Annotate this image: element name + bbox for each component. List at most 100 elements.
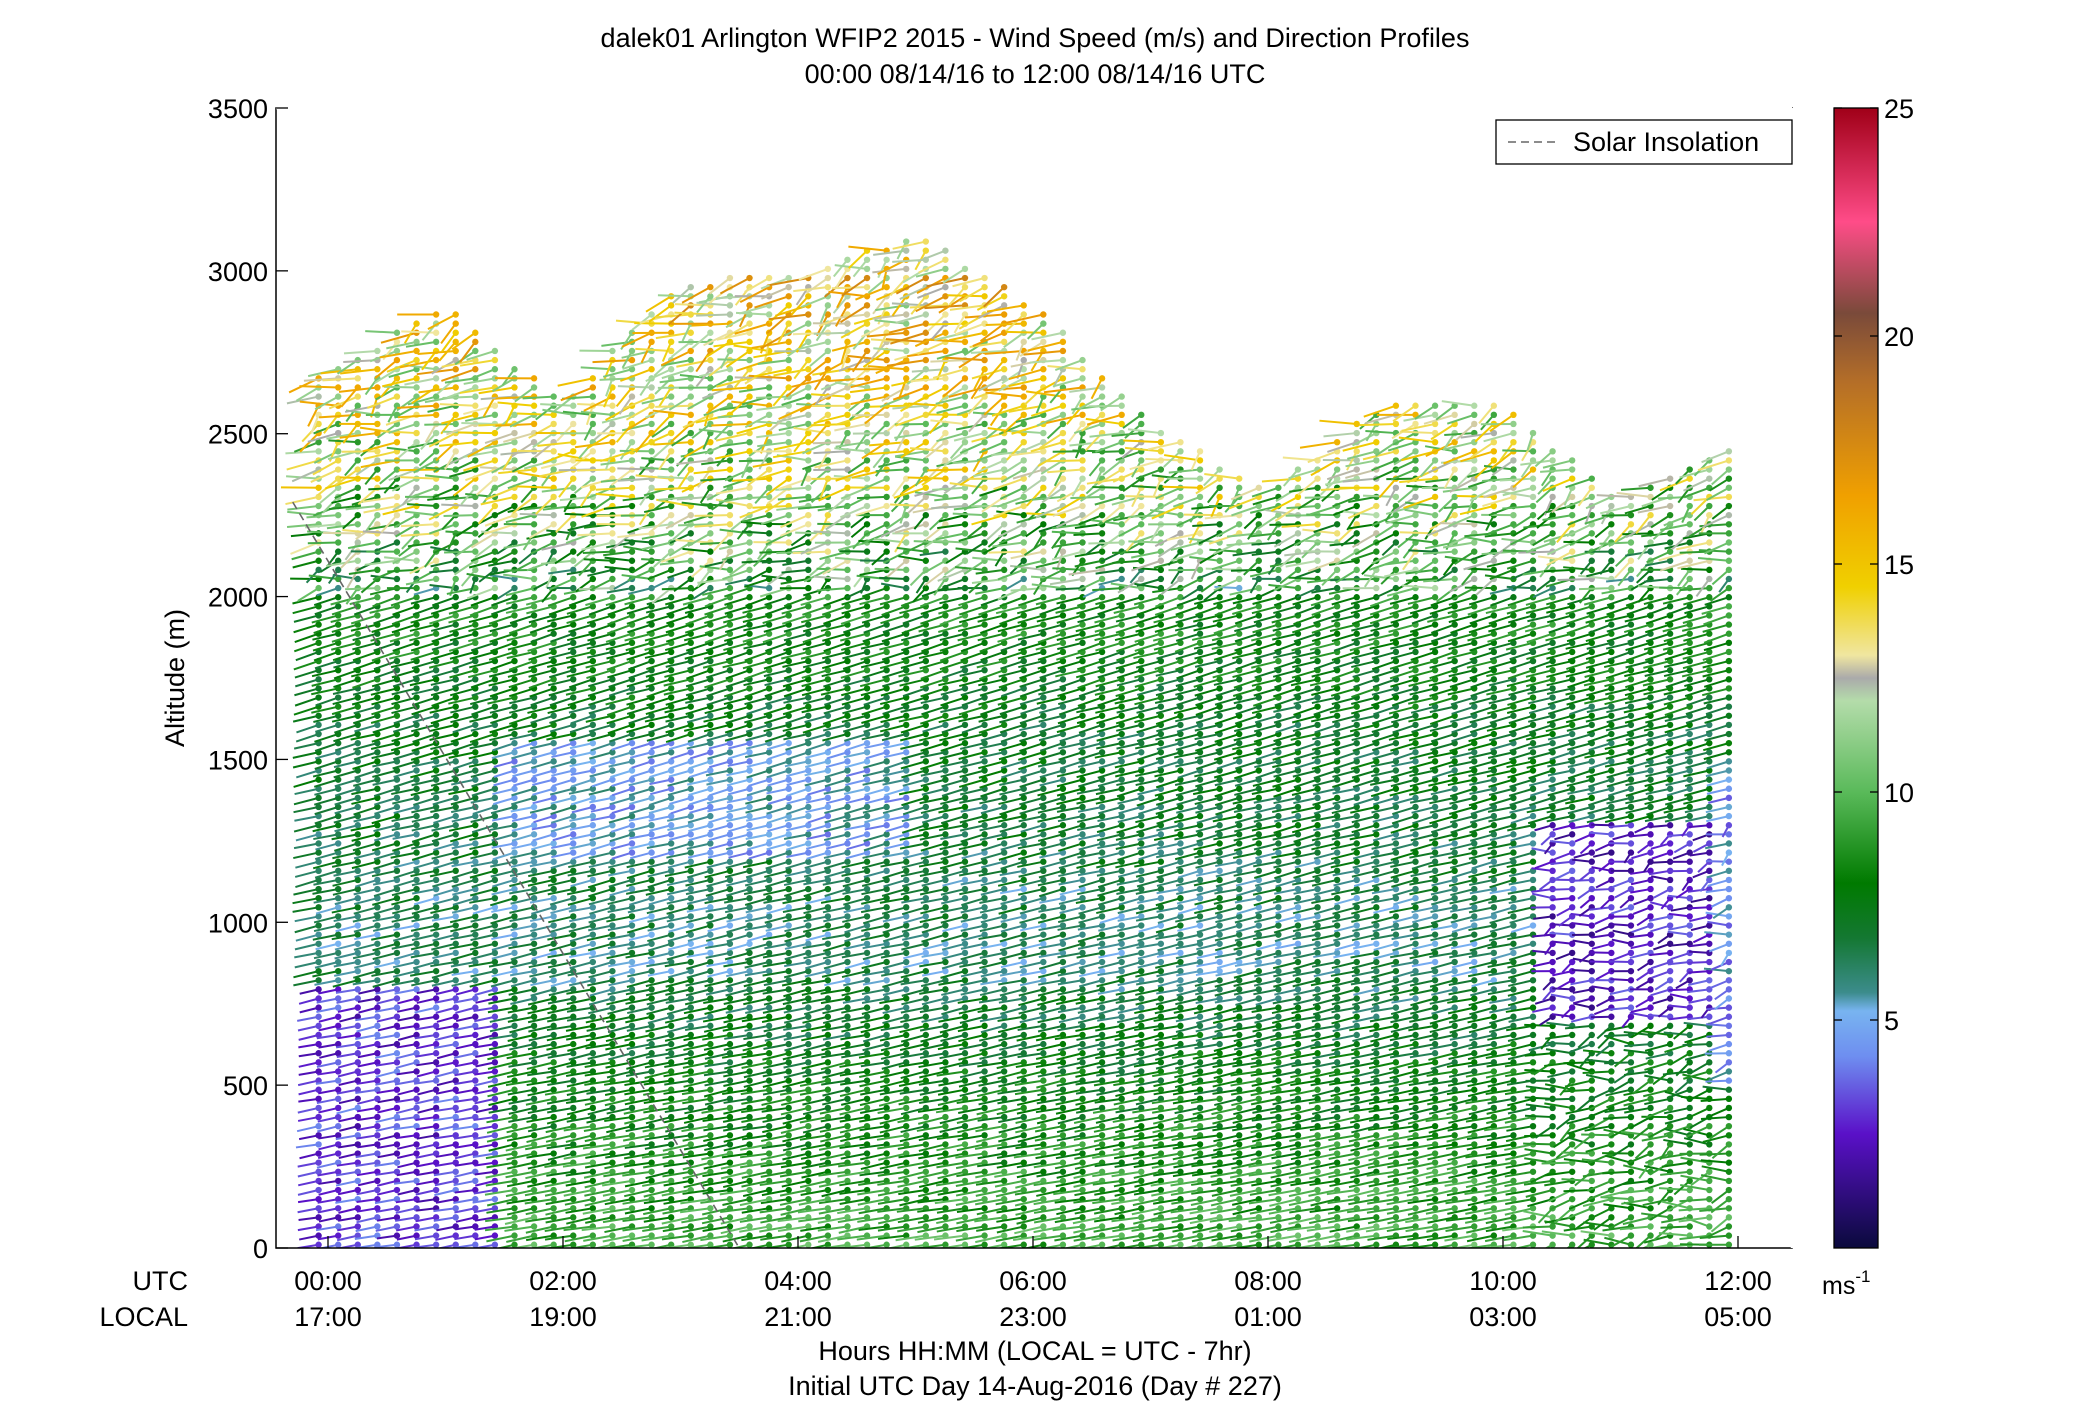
wind-barb-dot <box>707 594 714 601</box>
wind-barb-dot <box>511 366 518 373</box>
wind-barb-dot <box>413 831 420 838</box>
wind-barb-dot <box>530 749 538 756</box>
wind-barb <box>318 1043 339 1049</box>
wind-barb <box>372 951 398 961</box>
wind-barb <box>333 760 359 769</box>
wind-barb-dot <box>354 876 361 884</box>
wind-barb-dot <box>570 475 577 482</box>
wind-barb <box>382 377 417 388</box>
wind-barb-dot <box>550 511 557 519</box>
wind-barb-dot <box>334 840 342 847</box>
wind-barb-dot <box>530 849 538 856</box>
wind-barb-dot <box>570 1050 577 1057</box>
wind-barb-dot <box>570 1195 577 1203</box>
wind-barb-dot <box>570 876 577 884</box>
wind-barb <box>353 888 378 896</box>
wind-barb-dot <box>511 949 518 957</box>
wind-barb-dot <box>413 940 420 947</box>
wind-barb-dot <box>393 548 401 555</box>
wind-barb-dot <box>432 940 440 947</box>
wind-barb-dot <box>746 940 753 947</box>
wind-barb <box>334 796 359 806</box>
wind-barb-dot <box>334 429 342 437</box>
wind-barb <box>389 650 417 660</box>
wind-barb-dot <box>432 1241 440 1248</box>
wind-barb-dot <box>354 639 361 647</box>
wind-barb-dot <box>472 530 479 537</box>
wind-barb-dot <box>432 949 440 957</box>
wind-barb <box>313 714 339 724</box>
wind-barb-dot <box>374 502 381 510</box>
wind-barb-dot <box>765 1059 773 1066</box>
wind-barb-dot <box>550 1040 557 1048</box>
wind-barb-dot <box>315 1077 322 1084</box>
wind-barb <box>416 1207 437 1212</box>
wind-barb <box>317 1125 339 1133</box>
wind-barb-dot <box>785 511 792 519</box>
wind-barb-dot <box>452 721 459 729</box>
wind-barb <box>353 751 378 761</box>
wind-barb <box>675 539 711 544</box>
wind-barb <box>358 988 378 995</box>
wind-barb-dot <box>452 411 459 419</box>
wind-barb <box>364 514 379 533</box>
wind-barb-dot <box>687 1113 694 1121</box>
wind-barb-dot <box>334 995 342 1002</box>
wind-barb-dot <box>315 493 322 501</box>
wind-barb <box>356 1043 378 1050</box>
wind-barb-dot <box>472 338 479 346</box>
wind-barb-dot <box>707 767 714 774</box>
wind-barb-dot <box>609 530 616 537</box>
wind-barb <box>317 1116 339 1123</box>
wind-barb-dot <box>726 1059 734 1066</box>
wind-barb-dot <box>334 666 342 674</box>
wind-barb-dot <box>628 1095 636 1103</box>
wind-barb <box>397 441 418 459</box>
wind-barb-dot <box>746 1059 753 1066</box>
wind-barb <box>356 1216 378 1224</box>
wind-barb <box>394 1079 417 1086</box>
wind-barb <box>294 951 319 959</box>
wind-barb-dot <box>726 1132 734 1139</box>
wind-barb-dot <box>628 858 636 865</box>
wind-barb <box>315 906 339 915</box>
wind-barb <box>318 1179 339 1185</box>
wind-barb <box>394 1116 417 1122</box>
wind-barb-dot <box>432 1077 440 1084</box>
wind-barb-dot <box>413 1177 420 1185</box>
wind-barb-dot <box>628 594 636 601</box>
wind-barb-dot <box>530 785 538 792</box>
wind-barb-dot <box>648 1068 655 1075</box>
wind-barb-dot <box>687 393 694 400</box>
wind-barb-dot <box>374 1132 381 1139</box>
wind-barb-dot <box>432 1159 440 1166</box>
wind-barb-dot <box>354 1022 361 1030</box>
wind-barb-dot <box>707 1022 714 1030</box>
wind-barb-dot <box>589 1113 597 1121</box>
wind-barb <box>333 815 359 824</box>
wind-barb-dot <box>765 566 773 574</box>
wind-barb-dot <box>550 630 557 637</box>
wind-barb-dot <box>511 648 518 656</box>
wind-barb-dot <box>785 1031 792 1039</box>
wind-barb-dot <box>550 420 557 428</box>
wind-barb-dot <box>648 393 655 400</box>
wind-barb-dot <box>628 1050 636 1057</box>
wind-barb <box>314 733 339 743</box>
wind-barb <box>293 660 319 671</box>
wind-barb <box>428 505 457 521</box>
wind-barb-dot <box>511 1104 518 1112</box>
wind-barb-dot <box>511 584 518 592</box>
wind-barb <box>393 869 417 879</box>
wind-barb <box>298 1088 319 1096</box>
wind-barb-dot <box>609 1004 616 1011</box>
wind-barb-dot <box>452 995 459 1002</box>
wind-barb-dot <box>609 1159 616 1166</box>
wind-barb-dot <box>511 557 518 564</box>
wind-barb-dot <box>413 1122 420 1130</box>
wind-barb <box>313 915 339 924</box>
wind-barb <box>353 806 378 816</box>
wind-barb-dot <box>765 1077 773 1084</box>
wind-barb-dot <box>452 420 459 428</box>
wind-barb <box>374 796 398 806</box>
